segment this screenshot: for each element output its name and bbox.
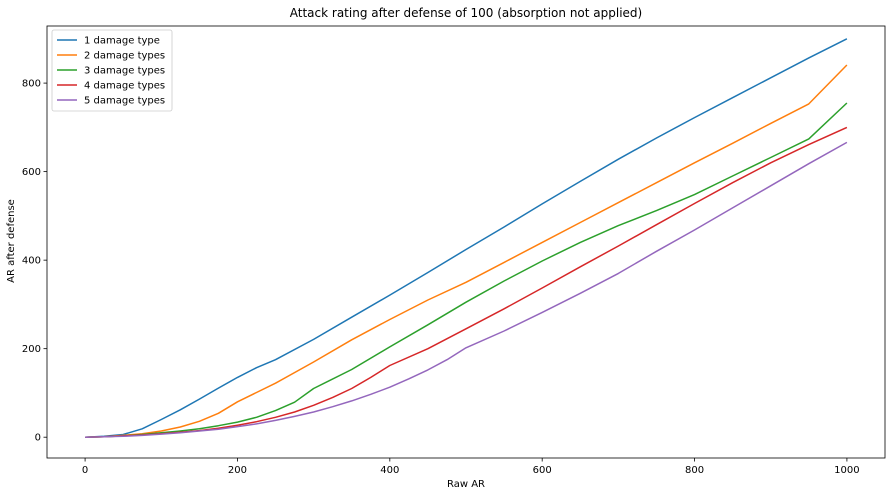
x-tick-label: 0 xyxy=(82,465,88,476)
x-tick-label: 800 xyxy=(685,465,704,476)
x-tick-label: 400 xyxy=(380,465,399,476)
x-tick-label: 600 xyxy=(533,465,552,476)
y-tick-label: 200 xyxy=(22,344,41,355)
legend-label-2: 2 damage types xyxy=(84,51,165,62)
legend-label-1: 1 damage type xyxy=(84,36,160,47)
y-tick-label: 600 xyxy=(22,167,41,178)
y-axis-label: AR after defense xyxy=(6,199,17,283)
legend-label-3: 3 damage types xyxy=(84,66,165,77)
legend-box xyxy=(51,29,173,112)
axes: 0 200 400 600 800 1000 0 200 400 600 800 xyxy=(22,25,886,476)
x-axis-label: Raw AR xyxy=(447,479,485,490)
y-tick-label: 0 xyxy=(35,433,41,444)
x-tick-label: 200 xyxy=(228,465,247,476)
chart-title: Attack rating after defense of 100 (abso… xyxy=(290,6,642,20)
series-line-1 xyxy=(85,38,848,438)
series-line-5 xyxy=(85,141,848,438)
series-line-3 xyxy=(85,102,848,438)
legend-label-4: 4 damage types xyxy=(84,81,165,92)
series-line-2 xyxy=(85,64,848,438)
y-tick-label: 400 xyxy=(22,256,41,267)
legend-label-5: 5 damage types xyxy=(84,96,165,107)
plot-area xyxy=(85,38,848,438)
y-tick-label: 800 xyxy=(22,79,41,90)
x-tick-label: 1000 xyxy=(834,465,859,476)
plot-frame xyxy=(46,25,886,459)
legend: 1 damage type 2 damage types 3 damage type… xyxy=(51,29,173,112)
